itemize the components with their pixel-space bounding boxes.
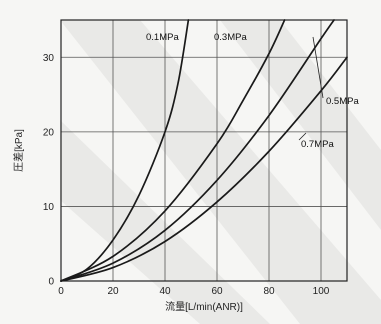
series-line-0.3MPa <box>60 19 286 282</box>
x-tick-label: 80 <box>263 286 275 297</box>
label-leader-line <box>298 132 307 141</box>
y-tick-label: 10 <box>43 202 55 213</box>
y-tick-label: 20 <box>43 127 55 138</box>
series-group <box>60 19 348 282</box>
tick-labels: 0 20 40 60 80 100 0 10 20 30 <box>43 53 330 297</box>
label-leader-line <box>312 36 324 99</box>
x-tick-label: 40 <box>159 286 171 297</box>
y-tick-label: 30 <box>43 53 55 64</box>
x-axis-label: 流量[L/min(ANR)] <box>165 300 243 313</box>
plot-frame <box>60 19 348 282</box>
x-tick-label: 60 <box>211 286 223 297</box>
x-tick-label: 100 <box>313 286 330 297</box>
y-tick-label: 0 <box>48 277 54 288</box>
series-labels: 0.1MPa 0.3MPa 0.5MPa 0.7MPa <box>146 32 359 150</box>
series-line-0.7MPa <box>60 56 348 282</box>
x-tick-label: 0 <box>58 286 64 297</box>
series-label: 0.1MPa <box>146 32 179 43</box>
series-line-0.5MPa <box>60 19 335 282</box>
label-leaders <box>298 36 324 141</box>
series-label: 0.5MPa <box>326 96 359 107</box>
series-label: 0.7MPa <box>301 139 334 150</box>
series-label: 0.3MPa <box>214 32 247 43</box>
series-line-0.1MPa <box>60 19 190 282</box>
y-axis-label: 圧差[kPa] <box>12 129 25 172</box>
x-tick-label: 20 <box>107 286 119 297</box>
